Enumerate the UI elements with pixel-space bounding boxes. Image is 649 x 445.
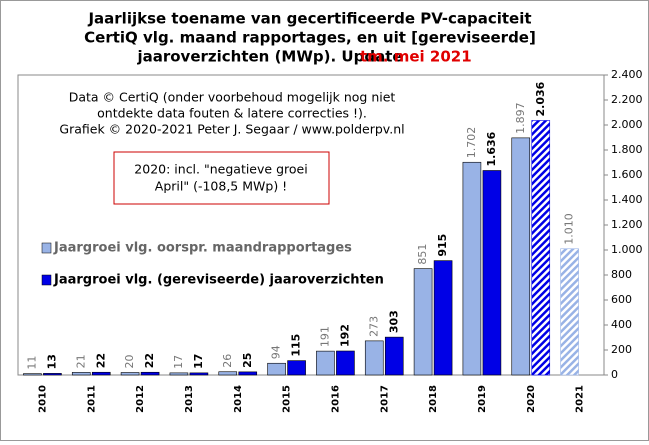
note-box bbox=[113, 151, 330, 205]
bar bbox=[140, 371, 160, 376]
value-label: 13 bbox=[45, 354, 58, 369]
y-tick-label: 1.000 bbox=[611, 243, 643, 256]
legend: Jaargroei vlg. oorspr. maandrapportages J… bbox=[41, 241, 384, 288]
bar bbox=[336, 350, 355, 376]
value-label: 1.897 bbox=[514, 102, 527, 134]
value-label: 17 bbox=[192, 354, 205, 369]
x-tick-label: 2011 bbox=[86, 385, 97, 413]
value-label: 192 bbox=[338, 324, 351, 347]
legend-label: Jaargroei vlg. oorspr. maandrapportages bbox=[53, 241, 352, 256]
y-tick-label: 800 bbox=[611, 268, 632, 281]
bar bbox=[560, 248, 579, 376]
y-tick-label: 2.000 bbox=[611, 118, 643, 131]
bar bbox=[91, 371, 111, 376]
note-line: 2020: incl. "negatieve groei bbox=[134, 162, 307, 177]
x-tick-label: 2014 bbox=[233, 385, 244, 413]
bar bbox=[120, 372, 140, 376]
value-label: 1.010 bbox=[563, 213, 576, 245]
bar bbox=[531, 120, 551, 376]
value-label: 303 bbox=[387, 310, 400, 333]
title: Jaarlijkse toename van gecertificeerde P… bbox=[84, 10, 536, 66]
source: Data © CertiQ (onder voorbehoud mogelijk… bbox=[59, 90, 404, 137]
x-tick-label: 2019 bbox=[477, 385, 488, 413]
bar bbox=[267, 362, 286, 376]
y-tick-label: 1.400 bbox=[611, 193, 643, 206]
bar bbox=[23, 373, 42, 376]
note-line: April" (-108,5 MWp) ! bbox=[155, 179, 287, 194]
y-tick-label: 1.200 bbox=[611, 218, 643, 231]
value-label: 1.702 bbox=[465, 127, 478, 159]
y-tick-label: 2.400 bbox=[611, 68, 643, 81]
value-label: 26 bbox=[221, 354, 234, 368]
title-line: CertiQ vlg. maand rapportages, en uit [g… bbox=[84, 29, 536, 47]
bar bbox=[364, 340, 384, 376]
value-label: 94 bbox=[270, 345, 283, 359]
bar bbox=[238, 371, 258, 376]
source-line: ontdekte data fouten & latere correcties… bbox=[97, 106, 367, 121]
bar bbox=[462, 161, 482, 376]
value-label: 25 bbox=[241, 353, 254, 368]
legend-swatch bbox=[41, 242, 52, 254]
bar bbox=[43, 373, 62, 376]
x-tick-label: 2016 bbox=[330, 385, 341, 413]
value-label: 21 bbox=[74, 354, 87, 368]
y-tick-label: 400 bbox=[611, 318, 632, 331]
value-label: 11 bbox=[25, 356, 38, 370]
x-tick-label: 2017 bbox=[379, 385, 390, 413]
title-line: Jaarlijkse toename van gecertificeerde P… bbox=[87, 10, 531, 28]
bar bbox=[71, 372, 91, 376]
value-label: 851 bbox=[416, 244, 429, 265]
value-label: 17 bbox=[172, 355, 185, 369]
bar bbox=[511, 137, 531, 376]
bar bbox=[287, 360, 306, 376]
note: 2020: incl. "negatieve groei April" (-108… bbox=[134, 162, 307, 194]
y-tick-label: 600 bbox=[611, 293, 632, 306]
x-tick-label: 2018 bbox=[428, 385, 439, 413]
value-label: 273 bbox=[367, 316, 380, 337]
y-tick-label: 200 bbox=[611, 343, 632, 356]
bar bbox=[169, 372, 189, 376]
x-tick-label: 2015 bbox=[282, 385, 293, 413]
bar bbox=[413, 268, 433, 376]
plot-area bbox=[17, 74, 605, 376]
bar bbox=[218, 371, 238, 376]
x-tick-label: 2013 bbox=[184, 385, 195, 413]
value-label: 22 bbox=[143, 353, 156, 368]
x-tick-label: 2020 bbox=[526, 385, 537, 413]
legend-swatch bbox=[41, 274, 52, 286]
bar bbox=[433, 260, 453, 376]
y-tick-label: 2.200 bbox=[611, 93, 643, 106]
value-label: 20 bbox=[123, 355, 136, 369]
y-tick-label: 1.800 bbox=[611, 143, 643, 156]
title-highlight: tm. mei 2021 bbox=[360, 48, 472, 66]
bar bbox=[482, 170, 502, 376]
y-tick-label: 1.600 bbox=[611, 168, 643, 181]
x-tick-label: 2021 bbox=[575, 385, 586, 413]
bar bbox=[189, 372, 209, 376]
value-label: 191 bbox=[318, 326, 331, 347]
bar bbox=[316, 350, 335, 376]
value-label: 115 bbox=[290, 334, 303, 357]
value-label: 2.036 bbox=[534, 81, 547, 116]
x-tick-label: 2012 bbox=[135, 385, 146, 413]
source-line: Grafiek © 2020-2021 Peter J. Segaar / ww… bbox=[59, 122, 404, 137]
y-tick-label: 0 bbox=[611, 368, 618, 381]
value-label: 1.636 bbox=[485, 131, 498, 166]
value-label: 915 bbox=[436, 234, 449, 257]
x-tick-label: 2010 bbox=[37, 385, 48, 413]
value-label: 22 bbox=[94, 353, 107, 368]
bar bbox=[384, 336, 404, 376]
legend-label: Jaargroei vlg. (gereviseerde) jaaroverzi… bbox=[53, 273, 384, 288]
title-line: jaaroverzichten (MWp). Update bbox=[136, 48, 402, 66]
source-line: Data © CertiQ (onder voorbehoud mogelijk… bbox=[69, 90, 396, 105]
